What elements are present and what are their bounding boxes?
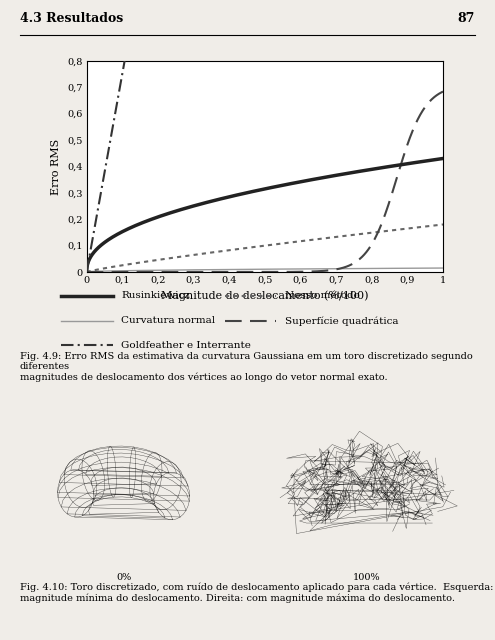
Text: Goldfeather e Interrante: Goldfeather e Interrante xyxy=(121,340,251,349)
Text: 100%: 100% xyxy=(352,573,380,582)
Text: Superfície quadrática: Superfície quadrática xyxy=(285,316,398,326)
Text: 87: 87 xyxy=(458,12,475,26)
Text: Fig. 4.10: Toro discretizado, com ruído de deslocamento aplicado para cada vérti: Fig. 4.10: Toro discretizado, com ruído … xyxy=(20,582,495,603)
X-axis label: Magnitude do deslocamento (%/100): Magnitude do deslocamento (%/100) xyxy=(161,291,369,301)
Text: Fig. 4.9: Erro RMS da estimativa da curvatura Gaussiana em um toro discretizado : Fig. 4.9: Erro RMS da estimativa da curv… xyxy=(20,352,473,382)
Text: 4.3 Resultados: 4.3 Resultados xyxy=(20,12,123,26)
Text: Curvatura normal: Curvatura normal xyxy=(121,316,215,325)
Text: Rusinkiewicz: Rusinkiewicz xyxy=(121,291,190,300)
Text: Nosso método: Nosso método xyxy=(285,291,360,300)
Y-axis label: Erro RMS: Erro RMS xyxy=(51,138,61,195)
Text: 0%: 0% xyxy=(116,573,131,582)
